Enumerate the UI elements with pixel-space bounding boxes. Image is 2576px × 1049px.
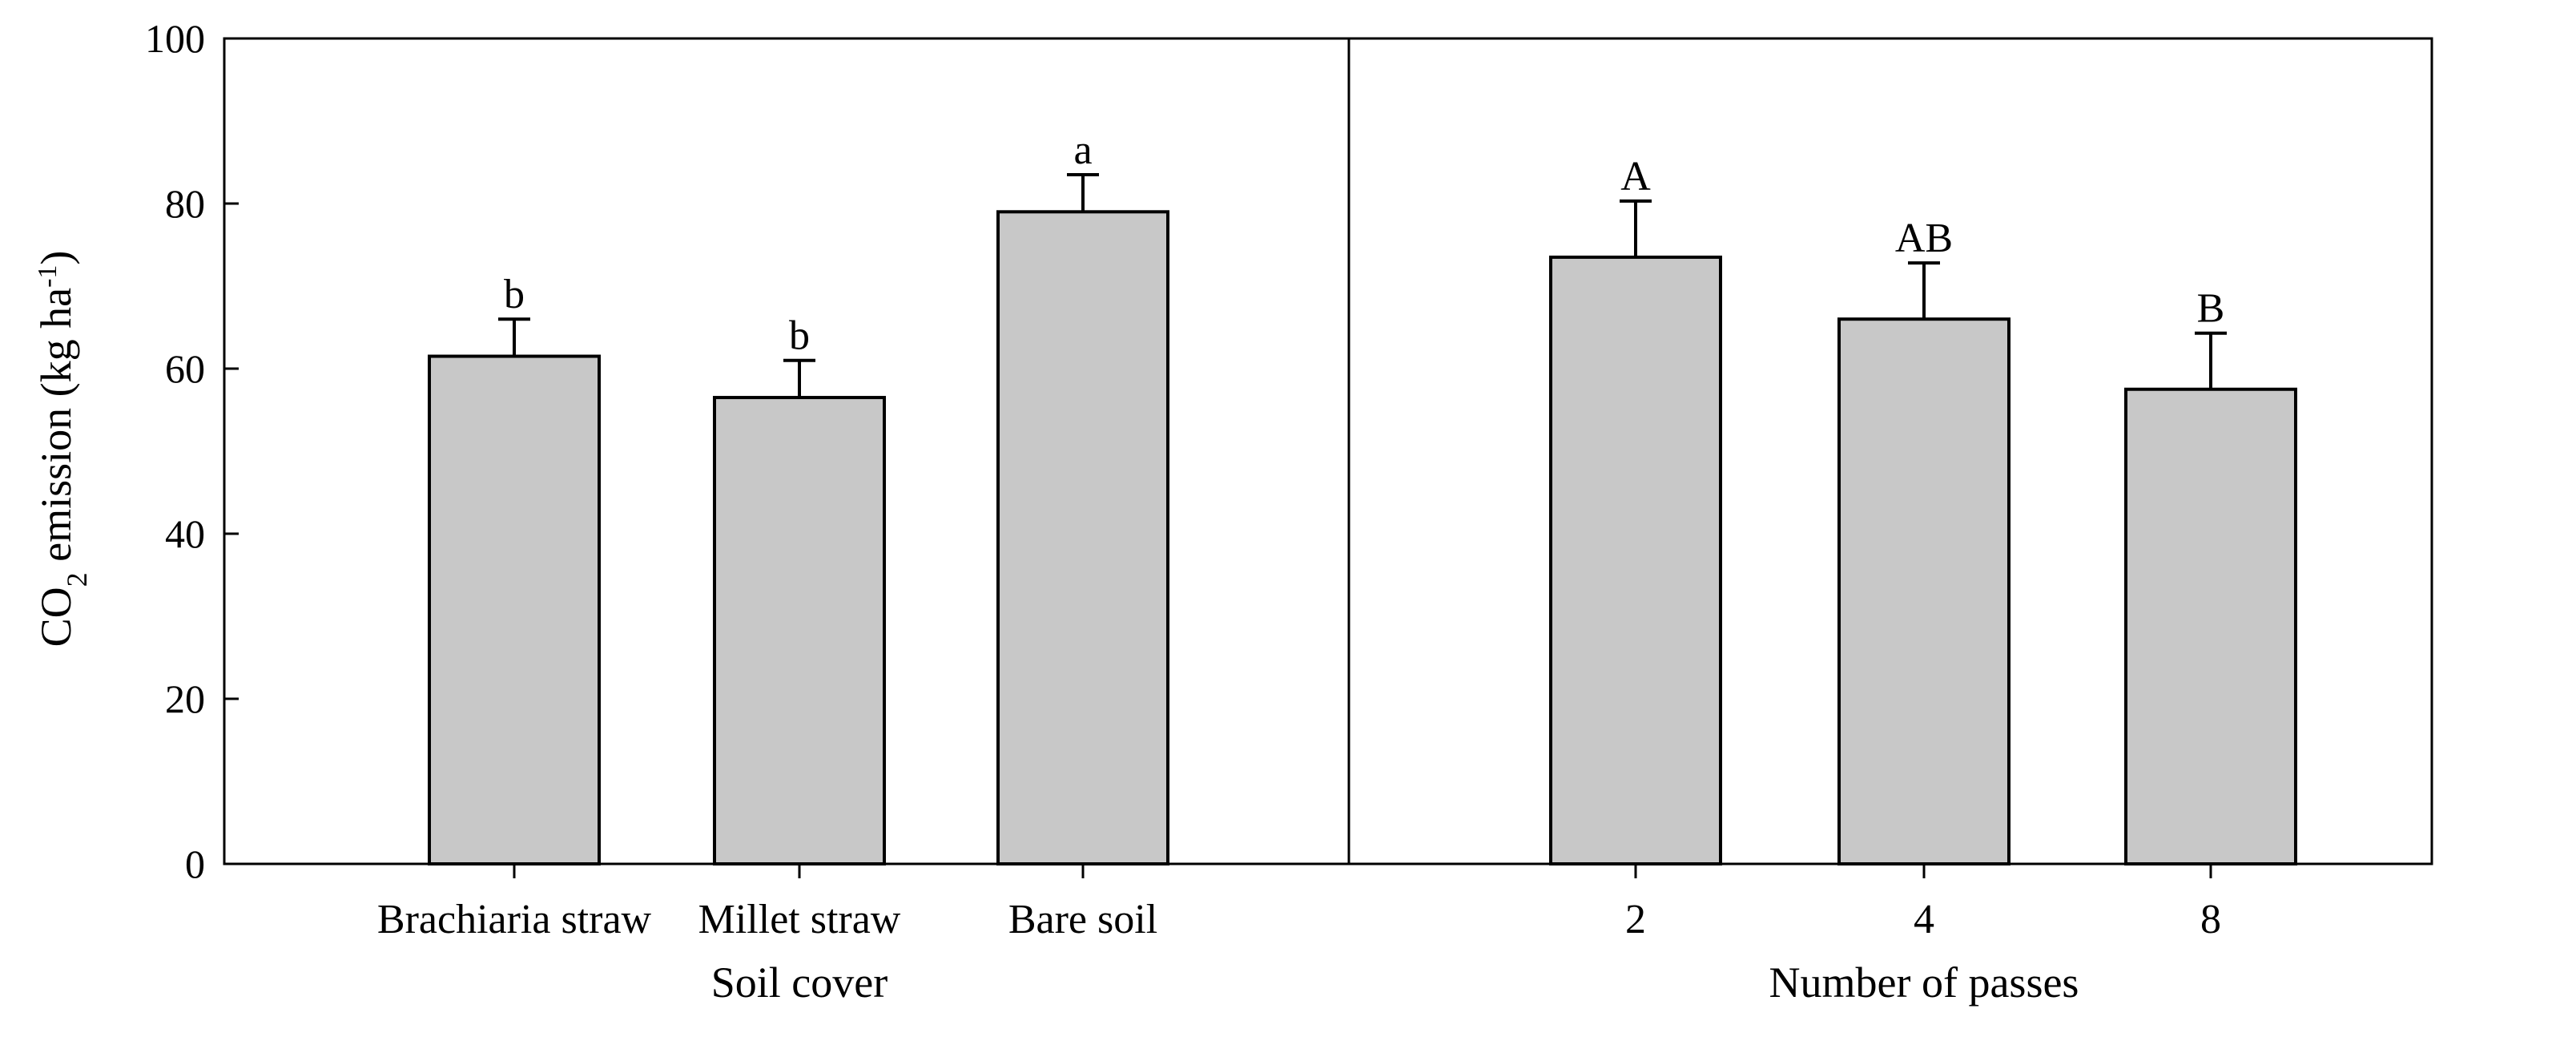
bar xyxy=(1837,317,2010,865)
bar xyxy=(2124,387,2297,865)
x-category-label: 2 xyxy=(1625,897,1646,942)
plot-frame xyxy=(223,37,2433,865)
significance-letter: b xyxy=(789,313,810,359)
x-category-label: Millet straw xyxy=(698,897,901,942)
bar xyxy=(713,396,886,865)
x-category-label: Bare soil xyxy=(1008,897,1157,942)
y-axis-title-subscript: 2 xyxy=(61,572,93,587)
significance-letter: A xyxy=(1620,154,1651,200)
y-axis-title-end: ) xyxy=(32,251,80,265)
y-tick-label: 40 xyxy=(165,511,205,556)
y-tick-label: 80 xyxy=(165,181,205,226)
x-axis-title: Soil cover xyxy=(711,958,888,1007)
y-tick-label: 20 xyxy=(165,676,205,721)
x-category-label: Brachiaria straw xyxy=(377,897,652,942)
y-axis-title: CO2 emission (kg ha-1) xyxy=(32,251,93,648)
y-tick-label: 100 xyxy=(145,16,205,61)
significance-letter: B xyxy=(2197,286,2225,332)
y-tick-label: 60 xyxy=(165,346,205,391)
y-axis-title-superscript: -1 xyxy=(33,265,62,288)
y-axis-title-middle: emission (kg ha xyxy=(32,288,80,572)
y-axis-title-main: CO xyxy=(32,587,80,647)
bar xyxy=(428,354,601,865)
x-axis-title: Number of passes xyxy=(1769,958,2079,1007)
bar xyxy=(996,210,1169,865)
x-category-label: 8 xyxy=(2200,897,2221,942)
x-category-label: 4 xyxy=(1914,897,1934,942)
bar xyxy=(1549,255,1722,865)
y-tick-label: 0 xyxy=(185,841,205,886)
significance-letter: b xyxy=(504,272,525,317)
significance-letter: AB xyxy=(1895,216,1953,261)
significance-letter: a xyxy=(1073,127,1092,173)
